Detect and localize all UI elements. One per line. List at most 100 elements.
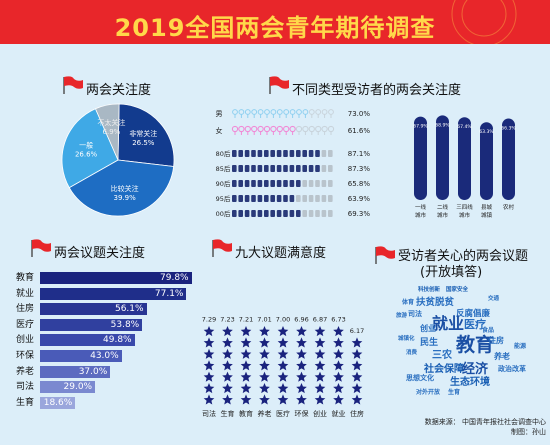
cloud-word: 城镇化 [398,336,415,342]
person-icon [328,195,333,202]
star-icon [314,337,326,348]
city-value: 66.3% [501,126,516,132]
star-icon [203,371,215,382]
topic-row: 生育 18.6% [16,396,196,409]
person-icon [251,195,256,202]
star-icon [222,326,233,337]
person-icon [289,195,295,202]
city-label: 县城 [481,204,493,211]
cloud-word: 创业 [420,324,436,333]
flag-icon [269,76,289,94]
person-icon [328,210,333,217]
pie-slice [68,159,175,217]
star-icon [277,383,289,394]
female-icon [302,125,309,133]
cloud-word: 就业 [432,314,465,333]
star-icon [351,371,363,382]
star-value: 7.23 [220,316,234,324]
person-icon [257,150,263,157]
male-icon [289,109,296,115]
topic-bar: 77.1% [40,287,187,300]
female-icon [263,125,271,133]
star-icon [240,348,252,359]
star-icon [203,348,215,359]
star-icon [203,360,215,371]
topic-row: 创业 49.8% [16,334,196,347]
person-icon [244,165,250,172]
person-icon [264,195,269,202]
age-label: 90后 [216,179,231,188]
male-icon [238,109,245,115]
female-icon [270,125,277,133]
star-icon [277,348,289,359]
section-title-visitor-types: 不同类型受访者的两会关注度 [292,83,462,98]
cloud-word: 能源 [514,343,527,350]
star-icon [203,394,215,405]
star-icon [240,394,252,405]
male-icon [308,109,315,115]
city-value: 68.9% [435,122,450,128]
star-icon [240,383,252,394]
person-icon [302,180,307,187]
person-icon [232,150,237,157]
star-label: 养老 [258,409,272,418]
person-icon [296,195,301,202]
cloud-word: 住房 [488,336,504,345]
person-icon [270,180,275,187]
person-icon [296,165,301,172]
star-label: 教育 [239,409,253,418]
male-icon [296,109,302,115]
pie-value: 6.9% [103,128,121,136]
star-icon [277,337,289,348]
person-icon [308,150,314,157]
star-icon [333,371,344,382]
city-label: 城市 [437,211,449,219]
star-icon [259,337,270,348]
header-banner [0,0,550,44]
female-icon [295,125,303,133]
person-icon [321,150,327,157]
person-icon [289,180,295,187]
person-icon [232,210,237,217]
male-icon [315,109,322,115]
city-bar [436,115,449,200]
age-label: 95后 [216,194,231,203]
person-icon [276,165,282,172]
person-icon [251,165,256,172]
star-icon [351,394,363,405]
person-icon [270,165,275,172]
gender-label: 女 [216,126,223,135]
person-icon [251,150,256,157]
star-value: 6.17 [350,327,364,335]
topic-row: 司法 29.0% [16,381,196,394]
flag-icon [63,76,83,94]
flag-icon [31,239,51,257]
male-icon [270,109,277,115]
person-icon [257,180,263,187]
star-icon [333,337,344,348]
star-icon [259,360,270,371]
female-icon [289,125,296,133]
star-icon [277,394,289,405]
female-icon [276,125,283,133]
star-icon [333,326,344,337]
person-icon [238,195,243,202]
female-icon [321,125,328,133]
person-icon [328,180,333,187]
age-value: 87.1% [348,150,371,158]
star-icon [240,360,252,371]
cloud-word: 教育 [456,334,495,356]
cloud-word: 科技创新 [418,287,441,293]
person-icon [276,195,282,202]
male-icon [302,109,309,115]
star-icon [222,337,233,348]
female-icon [231,125,239,133]
pie-value: 39.9% [114,194,137,202]
star-icon [314,394,326,405]
cloud-word: 交通 [488,296,500,302]
male-icon [276,109,283,115]
cloud-word: 养老 [494,352,510,361]
star-icon [277,326,289,337]
topic-bar: 18.6% [40,396,76,409]
topic-row: 医疗 53.8% [16,318,196,331]
